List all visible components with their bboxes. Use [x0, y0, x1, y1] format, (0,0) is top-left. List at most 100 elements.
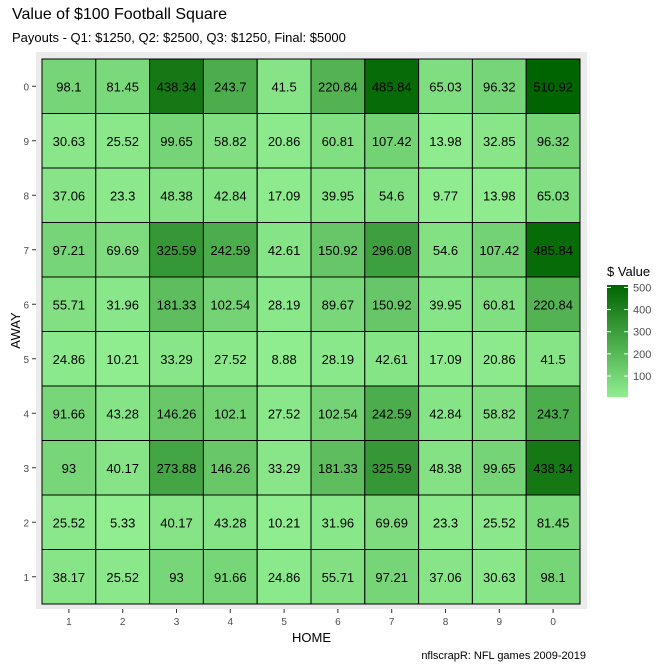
- cell-value-label: 30.63: [483, 570, 516, 585]
- heatmap-cell: [525, 385, 581, 441]
- heatmap-cell: [95, 385, 151, 441]
- chart-subtitle: Payouts - Q1: $1250, Q2: $2500, Q3: $125…: [12, 30, 346, 45]
- cell-value-label: 81.45: [106, 79, 139, 94]
- cell-value-label: 24.86: [268, 570, 301, 585]
- cell-value-label: 99.65: [483, 461, 516, 476]
- cell-value-label: 325.59: [372, 461, 412, 476]
- cell-value-label: 510.92: [533, 79, 573, 94]
- heatmap-cell: [202, 385, 258, 441]
- cell-value-label: 20.86: [483, 352, 516, 367]
- y-tick-label: 4: [23, 409, 29, 420]
- heatmap-cell: [364, 385, 420, 441]
- cell-value-label: 48.38: [429, 461, 462, 476]
- cell-value-label: 93: [169, 570, 183, 585]
- heatmap-cell: [471, 167, 527, 223]
- cell-value-label: 41.5: [540, 352, 565, 367]
- cell-value-label: 438.34: [157, 79, 197, 94]
- cell-value-label: 107.42: [372, 134, 412, 149]
- legend-tick-label: 400: [633, 305, 651, 317]
- cell-value-label: 40.17: [106, 461, 139, 476]
- x-axis-title: HOME: [292, 630, 331, 645]
- heatmap-cell: [41, 167, 97, 223]
- cell-value-label: 150.92: [372, 297, 412, 312]
- legend-tick-label: 300: [633, 327, 651, 339]
- heatmap-cell: [95, 331, 151, 387]
- cell-value-label: 25.52: [106, 134, 139, 149]
- heatmap-cell: [202, 331, 258, 387]
- heatmap-cell: [525, 276, 581, 332]
- heatmap-cell: [256, 113, 312, 169]
- cell-value-label: 31.96: [322, 515, 355, 530]
- chart-caption: nflscrapR: NFL games 2009-2019: [421, 650, 586, 662]
- heatmap-cell: [525, 113, 581, 169]
- heatmap-cell: [149, 385, 204, 441]
- y-tick-label: 1: [23, 573, 29, 584]
- y-tick-label: 0: [23, 82, 29, 93]
- cell-value-label: 69.69: [375, 515, 408, 530]
- cell-value-label: 48.38: [160, 188, 193, 203]
- heatmap-cell: [149, 58, 204, 114]
- heatmap-cell: [310, 58, 366, 114]
- heatmap-cell: [310, 385, 366, 441]
- cell-value-label: 102.1: [214, 406, 247, 421]
- cell-value-label: 42.61: [375, 352, 408, 367]
- heatmap-cell: [471, 113, 527, 169]
- cell-value-label: 438.34: [533, 461, 573, 476]
- cell-value-label: 25.52: [53, 515, 86, 530]
- legend-tick-label: 500: [633, 282, 651, 294]
- cell-value-label: 102.54: [318, 406, 358, 421]
- cell-value-label: 13.98: [483, 188, 516, 203]
- cell-value-label: 81.45: [537, 515, 570, 530]
- cell-value-label: 39.95: [429, 297, 462, 312]
- cell-value-label: 43.28: [214, 515, 247, 530]
- cell-value-label: 30.63: [53, 134, 86, 149]
- heatmap-cell: [418, 440, 473, 496]
- x-tick-label: 6: [335, 617, 341, 628]
- heatmap-cell: [202, 222, 258, 278]
- heatmap-cell: [256, 58, 312, 114]
- heatmap-cell: [525, 58, 581, 114]
- heatmap-cell: [471, 440, 527, 496]
- heatmap-cell: [41, 276, 97, 332]
- cell-value-label: 13.98: [429, 134, 462, 149]
- heatmap-cell: [525, 222, 581, 278]
- y-axis-title: AWAY: [8, 312, 23, 349]
- cell-value-label: 17.09: [429, 352, 462, 367]
- cell-value-label: 325.59: [157, 243, 197, 258]
- cell-value-label: 42.84: [429, 406, 462, 421]
- cell-value-label: 98.1: [56, 79, 81, 94]
- cell-value-label: 485.84: [372, 79, 412, 94]
- heatmap-cell: [471, 222, 527, 278]
- cell-value-label: 150.92: [318, 243, 358, 258]
- heatmap-cell: [364, 113, 420, 169]
- cell-value-label: 98.1: [540, 570, 565, 585]
- legend-title: $ Value: [607, 264, 650, 279]
- heatmap-cell: [364, 494, 420, 550]
- cell-value-label: 485.84: [533, 243, 573, 258]
- cell-value-label: 27.52: [268, 406, 301, 421]
- heatmap-cell: [310, 113, 366, 169]
- heatmap-cell: [418, 331, 473, 387]
- cell-value-label: 60.81: [322, 134, 355, 149]
- heatmap-cell: [471, 331, 527, 387]
- cell-value-label: 54.6: [433, 243, 458, 258]
- heatmap-cell: [256, 494, 312, 550]
- heatmap-cell: [149, 276, 204, 332]
- cell-value-label: 99.65: [160, 134, 193, 149]
- cell-value-label: 10.21: [268, 515, 301, 530]
- cell-value-label: 91.66: [53, 406, 86, 421]
- heatmap-cell: [256, 385, 312, 441]
- y-tick-label: 3: [23, 464, 29, 475]
- y-tick-label: 6: [23, 300, 29, 311]
- heatmap-cell: [95, 222, 151, 278]
- cell-value-label: 17.09: [268, 188, 301, 203]
- cell-value-label: 273.88: [157, 461, 197, 476]
- cell-value-label: 97.21: [53, 243, 86, 258]
- cell-value-label: 33.29: [268, 461, 301, 476]
- heatmap-cell: [310, 549, 366, 605]
- heatmap-cell: [256, 549, 312, 605]
- heatmap-cell: [95, 58, 151, 114]
- heatmap-cell: [256, 222, 312, 278]
- cell-value-label: 25.52: [106, 570, 139, 585]
